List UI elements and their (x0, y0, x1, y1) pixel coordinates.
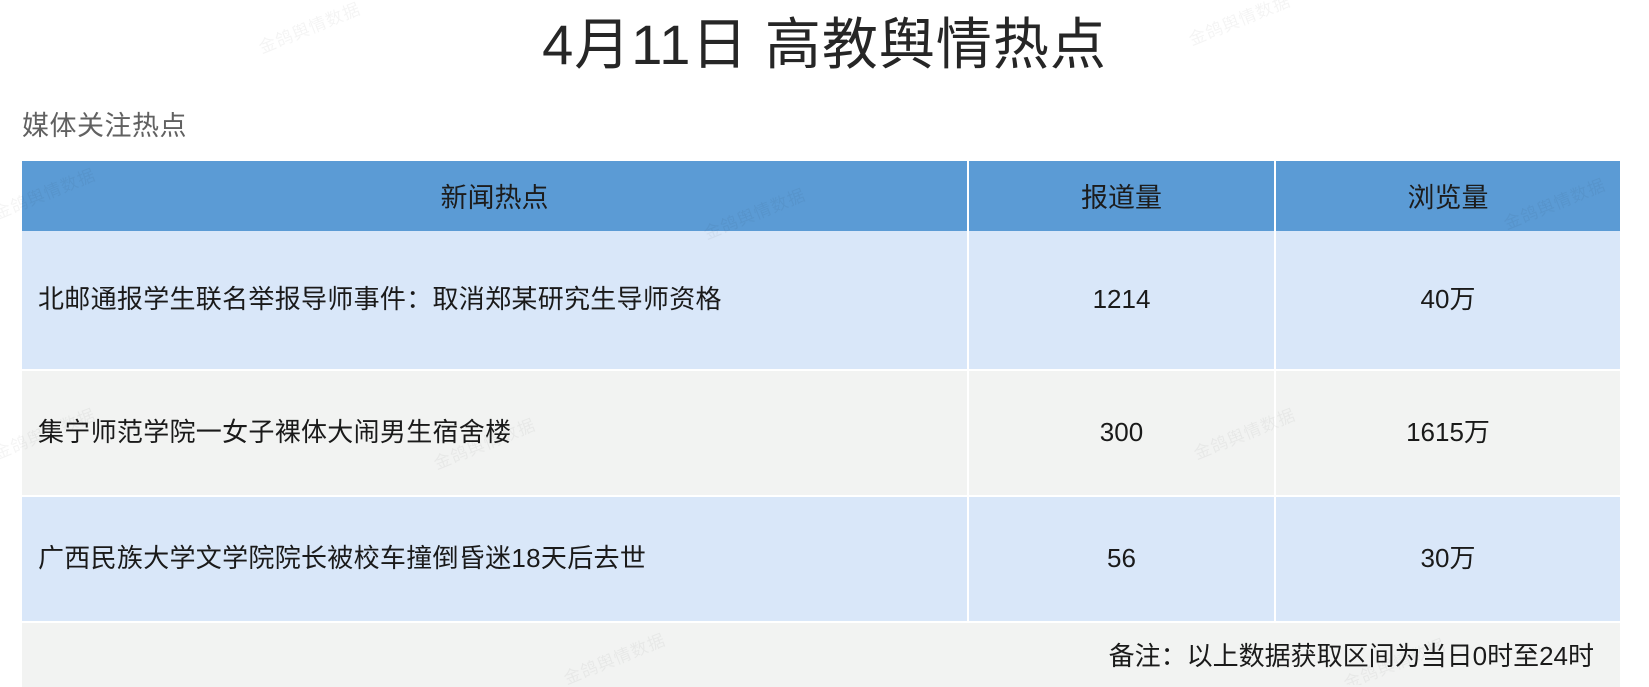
table-footnote-row: 备注：以上数据获取区间为当日0时至24时 (22, 621, 1620, 687)
cell-reports: 56 (968, 495, 1276, 623)
column-header-reports: 报道量 (968, 160, 1276, 231)
table-body: 北邮通报学生联名举报导师事件：取消郑某研究生导师资格 1214 40万 集宁师范… (22, 230, 1620, 623)
column-header-topic: 新闻热点 (22, 160, 969, 231)
page-title: 4月11日 高教舆情热点 (542, 13, 1107, 76)
table-header: 新闻热点 报道量 浏览量 (22, 160, 1620, 231)
section-label-media-hotspots: 媒体关注热点 (22, 110, 187, 141)
cell-reports: 1214 (968, 230, 1276, 371)
cell-views: 1615万 (1275, 369, 1620, 497)
table-header-row: 新闻热点 报道量 浏览量 (22, 160, 1620, 231)
cell-topic: 北邮通报学生联名举报导师事件：取消郑某研究生导师资格 (22, 230, 969, 371)
hot-topics-table-wrapper: 新闻热点 报道量 浏览量 北邮通报学生联名举报导师事件：取消郑某研究生导师资格 … (22, 160, 1620, 687)
table-footer: 备注：以上数据获取区间为当日0时至24时 (22, 621, 1620, 687)
table-row: 北邮通报学生联名举报导师事件：取消郑某研究生导师资格 1214 40万 (22, 230, 1620, 371)
table-footnote: 备注：以上数据获取区间为当日0时至24时 (22, 621, 1620, 687)
cell-views: 30万 (1275, 495, 1620, 623)
cell-reports: 300 (968, 369, 1276, 497)
hot-topics-table: 新闻热点 报道量 浏览量 北邮通报学生联名举报导师事件：取消郑某研究生导师资格 … (22, 160, 1620, 687)
table-row: 广西民族大学文学院院长被校车撞倒昏迷18天后去世 56 30万 (22, 495, 1620, 623)
table-row: 集宁师范学院一女子裸体大闹男生宿舍楼 300 1615万 (22, 369, 1620, 497)
column-header-views: 浏览量 (1275, 160, 1620, 231)
cell-topic: 广西民族大学文学院院长被校车撞倒昏迷18天后去世 (22, 495, 969, 623)
cell-views: 40万 (1275, 230, 1620, 371)
cell-topic: 集宁师范学院一女子裸体大闹男生宿舍楼 (22, 369, 969, 497)
